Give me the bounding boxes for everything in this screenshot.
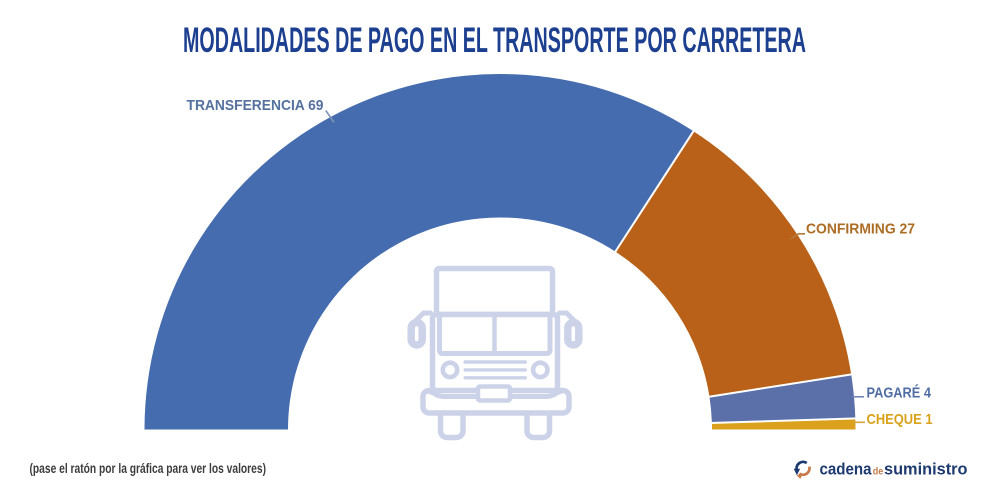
svg-text:TRANSFERENCIA 69: TRANSFERENCIA 69 (187, 97, 324, 114)
svg-text:cadena: cadena (820, 460, 873, 478)
svg-text:PAGARÉ 4: PAGARÉ 4 (867, 385, 932, 402)
svg-text:CONFIRMING 27: CONFIRMING 27 (806, 221, 915, 238)
svg-text:MODALIDADES DE PAGO EN EL TRAN: MODALIDADES DE PAGO EN EL TRANSPORTE POR… (183, 21, 806, 60)
svg-text:CHEQUE 1: CHEQUE 1 (867, 411, 933, 428)
svg-text:(pase el ratón por la gráfica: (pase el ratón por la gráfica para ver l… (30, 460, 267, 476)
svg-text:suministro: suministro (884, 460, 968, 478)
svg-text:de: de (873, 466, 884, 477)
